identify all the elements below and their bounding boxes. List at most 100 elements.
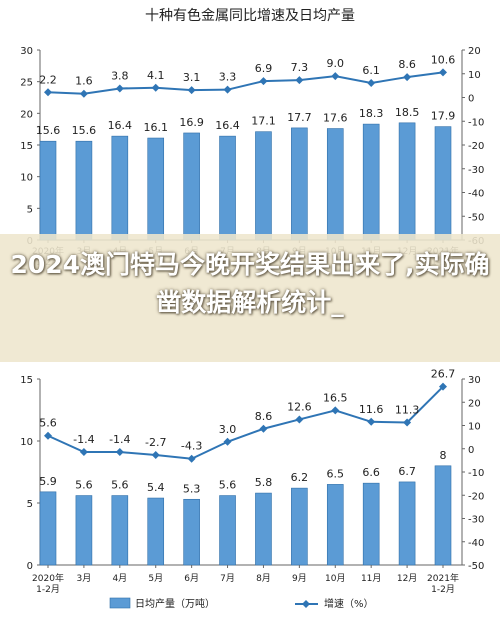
bar-value-label: 15.6 — [36, 124, 61, 137]
line-value-label: -4.3 — [181, 440, 202, 453]
right-tick-label: -20 — [468, 141, 484, 152]
category-label: 3月 — [77, 573, 92, 584]
line-value-label: 1.6 — [75, 75, 93, 88]
line-value-label: 3.1 — [183, 71, 201, 84]
bar-value-label: 15.6 — [72, 124, 97, 137]
right-tick-label: -30 — [468, 515, 484, 526]
bar — [75, 140, 93, 241]
left-tick-label: 15 — [20, 375, 33, 386]
bar — [326, 484, 344, 566]
right-tick-label: -40 — [468, 189, 484, 200]
line-point — [331, 72, 340, 81]
line-value-label: 9.0 — [327, 57, 345, 70]
left-tick-label: 30 — [20, 46, 33, 57]
right-tick-label: -50 — [468, 561, 484, 572]
line-value-label: 10.6 — [431, 53, 456, 66]
line-point — [259, 424, 268, 433]
line-value-label: 26.7 — [431, 368, 456, 381]
watermark-text: 2024澳门特马今晚开奖结果出来了,实际确凿数据解析统计_ — [10, 250, 490, 317]
line-value-label: -1.4 — [109, 433, 130, 446]
line-value-label: 8.6 — [255, 410, 273, 423]
line-point — [403, 73, 412, 82]
bar — [219, 135, 236, 241]
line-value-label: 12.6 — [287, 400, 312, 413]
bar — [255, 131, 272, 241]
bar-value-label: 16.1 — [143, 121, 168, 134]
line-point — [223, 85, 232, 94]
bar-value-label: 8 — [440, 449, 447, 462]
bar — [183, 132, 200, 241]
line-value-label: 2.2 — [39, 73, 57, 86]
line-point — [223, 437, 232, 446]
right-tick-label: 0 — [468, 94, 474, 105]
bar — [434, 126, 452, 241]
chart-title: 十种有色金属同比增速及日均产量 — [145, 7, 355, 24]
right-tick-label: -50 — [468, 212, 484, 223]
line-point — [331, 406, 340, 415]
bar — [75, 495, 93, 566]
right-tick-label: 10 — [468, 70, 481, 81]
line-point — [79, 89, 88, 98]
left-tick-label: 20 — [20, 109, 33, 120]
bar — [362, 123, 380, 241]
right-tick-label: 20 — [468, 46, 481, 57]
growth-line — [47, 385, 444, 460]
bar — [291, 487, 308, 566]
right-tick-label: 0 — [468, 445, 474, 456]
category-label: 7月 — [220, 573, 235, 584]
left-tick-label: 5 — [27, 499, 33, 510]
line-point — [151, 83, 160, 92]
bar-value-label: 5.6 — [111, 479, 129, 492]
bar — [362, 482, 380, 566]
left-tick-label: 15 — [20, 141, 33, 152]
category-label: 9月 — [292, 573, 307, 584]
category-label: 11月 — [361, 573, 381, 584]
line-point — [403, 418, 412, 427]
growth-line — [47, 71, 444, 95]
right-tick-label: -10 — [468, 117, 484, 128]
bar — [39, 491, 57, 566]
line-point — [295, 76, 304, 85]
bar — [147, 137, 165, 241]
line-point — [79, 448, 88, 457]
line-value-label: 3.8 — [111, 69, 129, 82]
bar — [147, 497, 165, 566]
bar-value-label: 5.6 — [75, 479, 93, 492]
right-tick-label: 20 — [468, 398, 481, 409]
line-point — [115, 448, 124, 457]
bar — [39, 140, 57, 241]
line-value-label: 6.1 — [362, 64, 380, 77]
line-point — [367, 79, 376, 88]
line-value-label: 6.9 — [255, 62, 273, 75]
bar-value-label: 6.5 — [327, 467, 345, 480]
line-value-label: 4.1 — [147, 69, 165, 82]
bar — [291, 127, 308, 241]
right-tick-label: -30 — [468, 165, 484, 176]
bar — [398, 122, 416, 241]
line-point — [44, 88, 52, 97]
line-value-label: 8.6 — [398, 58, 416, 71]
right-tick-label: 10 — [468, 422, 481, 433]
line-point — [115, 84, 124, 93]
line-value-label: 3.0 — [219, 423, 237, 436]
legend-bar-label: 日均产量（万吨） — [135, 597, 215, 610]
right-tick-label: -40 — [468, 538, 484, 549]
category-label: 8月 — [256, 573, 271, 584]
bar — [255, 492, 272, 566]
line-value-label: -1.4 — [73, 433, 94, 446]
right-tick-label: 30 — [468, 375, 481, 386]
bar-value-label: 17.7 — [287, 111, 312, 124]
bar-value-label: 17.6 — [323, 112, 348, 125]
legend-line-label: 增速（%） — [324, 597, 374, 610]
bar — [326, 128, 344, 241]
bar-value-label: 17.1 — [251, 115, 276, 128]
line-point — [259, 77, 268, 86]
line-point — [439, 382, 447, 391]
line-point — [367, 417, 376, 426]
right-tick-label: -10 — [468, 468, 484, 479]
bar-value-label: 5.6 — [219, 479, 237, 492]
line-point — [295, 415, 304, 424]
bar-value-label: 16.4 — [108, 119, 133, 132]
